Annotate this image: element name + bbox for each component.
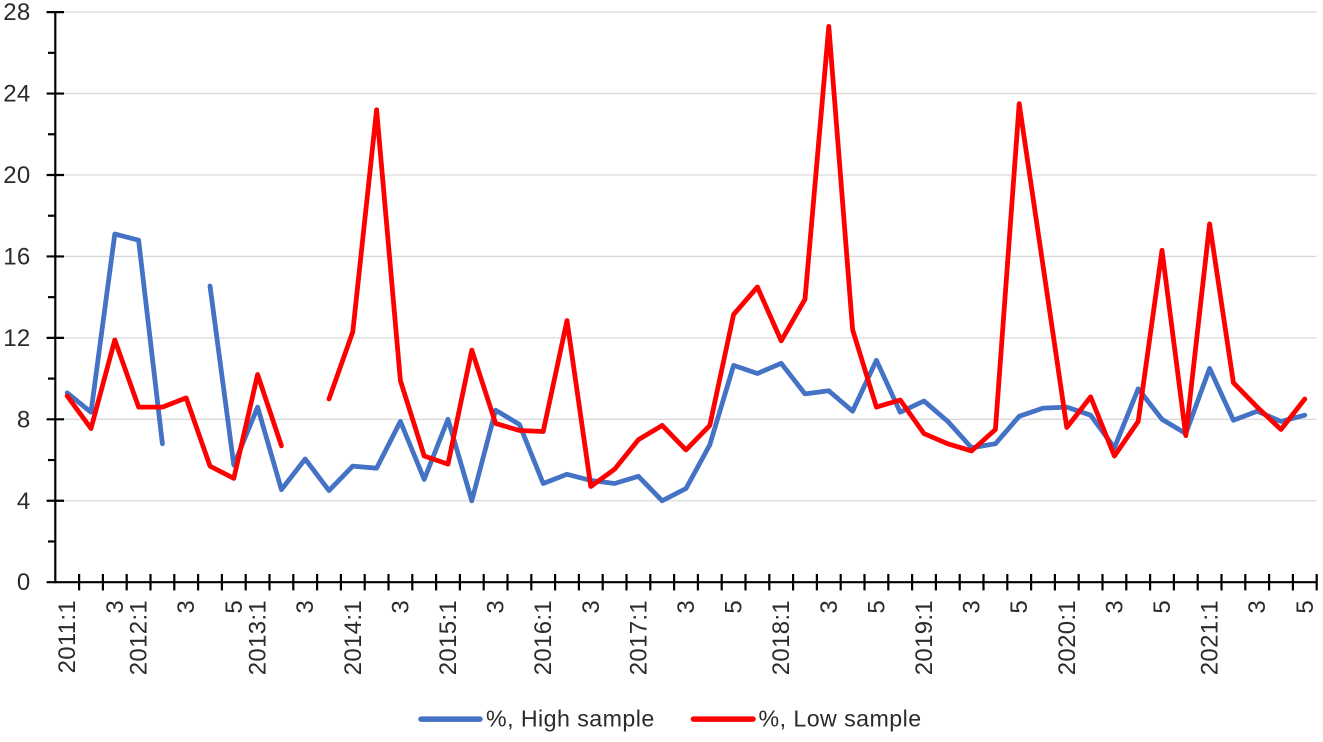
svg-text:5: 5: [1006, 600, 1033, 614]
svg-text:%, Low sample: %, Low sample: [759, 706, 922, 732]
svg-text:5: 5: [1149, 600, 1176, 614]
svg-text:2016:1: 2016:1: [530, 600, 557, 675]
svg-text:5: 5: [721, 600, 748, 614]
svg-text:2021:1: 2021:1: [1197, 600, 1224, 675]
svg-text:3: 3: [292, 600, 319, 614]
svg-text:2014:1: 2014:1: [340, 600, 367, 675]
svg-text:5: 5: [221, 600, 248, 614]
svg-text:2019:1: 2019:1: [911, 600, 938, 675]
svg-text:2020:1: 2020:1: [1054, 600, 1081, 675]
svg-text:5: 5: [863, 600, 890, 614]
svg-text:3: 3: [578, 600, 605, 614]
svg-text:8: 8: [17, 406, 31, 433]
svg-text:2013:1: 2013:1: [245, 600, 272, 675]
svg-text:2012:1: 2012:1: [126, 600, 153, 675]
svg-text:12: 12: [3, 325, 30, 352]
svg-text:5: 5: [1292, 600, 1319, 614]
svg-text:3: 3: [959, 600, 986, 614]
svg-text:24: 24: [3, 81, 30, 108]
svg-text:3: 3: [1101, 600, 1128, 614]
svg-text:2015:1: 2015:1: [435, 600, 462, 675]
svg-text:16: 16: [3, 243, 30, 270]
svg-text:%, High sample: %, High sample: [486, 706, 655, 732]
svg-text:3: 3: [1244, 600, 1271, 614]
svg-text:3: 3: [816, 600, 843, 614]
svg-text:2011:1: 2011:1: [54, 600, 81, 673]
svg-text:28: 28: [3, 0, 30, 26]
svg-text:0: 0: [17, 569, 31, 596]
svg-text:3: 3: [387, 600, 414, 614]
svg-text:2018:1: 2018:1: [768, 600, 795, 675]
svg-text:4: 4: [17, 488, 31, 515]
svg-text:3: 3: [173, 600, 200, 614]
svg-text:20: 20: [3, 162, 30, 189]
svg-text:3: 3: [483, 600, 510, 614]
svg-text:3: 3: [673, 600, 700, 614]
svg-text:3: 3: [102, 600, 129, 614]
svg-text:2017:1: 2017:1: [625, 600, 652, 675]
